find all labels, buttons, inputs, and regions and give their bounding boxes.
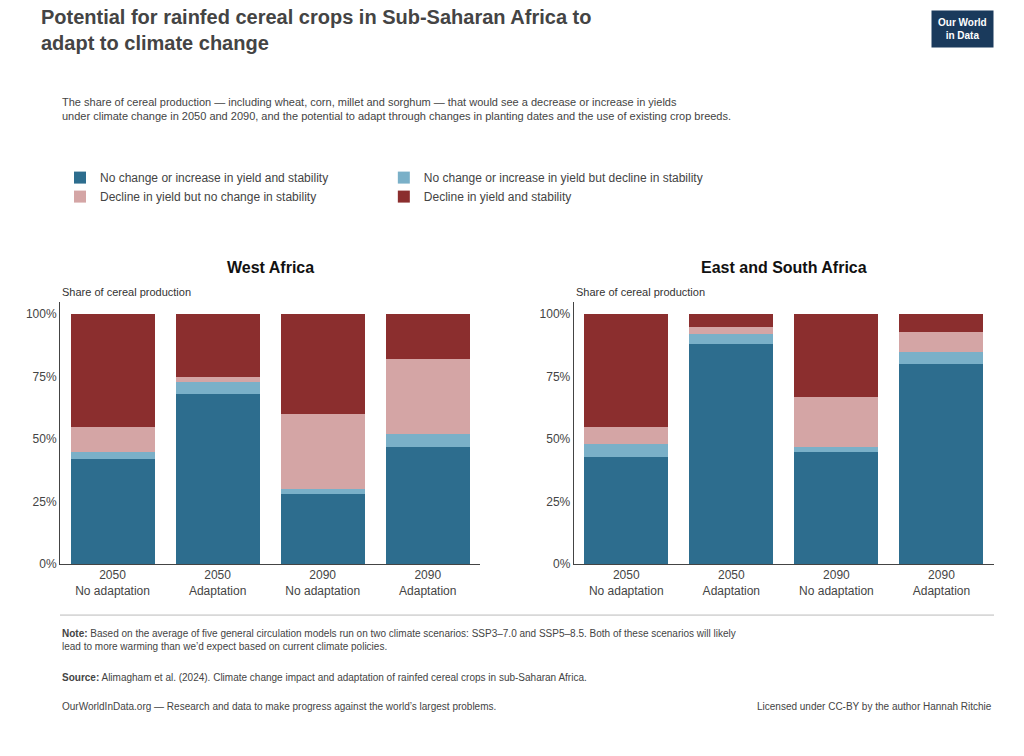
svg-text:2050No adaptation: 2050No adaptation	[75, 568, 150, 598]
svg-text:West Africa: West Africa	[227, 259, 314, 276]
svg-text:25%: 25%	[33, 495, 57, 509]
svg-text:75%: 75%	[546, 370, 570, 384]
svg-text:Our Worldin Data: Our Worldin Data	[938, 17, 987, 41]
svg-text:100%: 100%	[26, 307, 57, 321]
svg-text:50%: 50%	[33, 432, 57, 446]
svg-text:Licensed under CC-BY by the au: Licensed under CC-BY by the author Hanna…	[757, 701, 992, 712]
svg-text:0%: 0%	[553, 557, 571, 571]
svg-text:Decline in yield but no change: Decline in yield but no change in stabil…	[100, 190, 316, 204]
svg-text:2050Adaptation: 2050Adaptation	[703, 568, 760, 598]
svg-text:2090No adaptation: 2090No adaptation	[285, 568, 360, 598]
svg-text:East and South Africa: East and South Africa	[701, 259, 867, 276]
svg-text:2050No adaptation: 2050No adaptation	[589, 568, 664, 598]
svg-text:2090No adaptation: 2090No adaptation	[799, 568, 874, 598]
svg-text:75%: 75%	[33, 370, 57, 384]
svg-text:25%: 25%	[546, 495, 570, 509]
svg-text:Share of cereal production: Share of cereal production	[576, 286, 705, 298]
svg-text:100%: 100%	[540, 307, 571, 321]
svg-text:The share of cereal production: The share of cereal production — includi…	[62, 96, 731, 122]
svg-text:Potential for rainfed cereal c: Potential for rainfed cereal crops in Su…	[41, 6, 592, 54]
svg-text:50%: 50%	[546, 432, 570, 446]
svg-text:No change or increase in yield: No change or increase in yield and stabi…	[100, 171, 328, 185]
svg-text:Note: Based on the average of: Note: Based on the average of five gener…	[62, 628, 736, 652]
svg-text:2050Adaptation: 2050Adaptation	[189, 568, 246, 598]
svg-text:OurWorldInData.org — Research: OurWorldInData.org — Research and data t…	[62, 701, 496, 712]
svg-text:No change or increase in yield: No change or increase in yield but decli…	[424, 171, 703, 185]
svg-text:Decline in yield and stability: Decline in yield and stability	[424, 190, 571, 204]
svg-text:0%: 0%	[39, 557, 57, 571]
svg-text:2090Adaptation: 2090Adaptation	[399, 568, 456, 598]
svg-text:Source: Alimagham et al. (2024: Source: Alimagham et al. (2024). Climate…	[62, 672, 587, 683]
svg-text:2090Adaptation: 2090Adaptation	[913, 568, 970, 598]
svg-text:Share of cereal production: Share of cereal production	[62, 286, 191, 298]
